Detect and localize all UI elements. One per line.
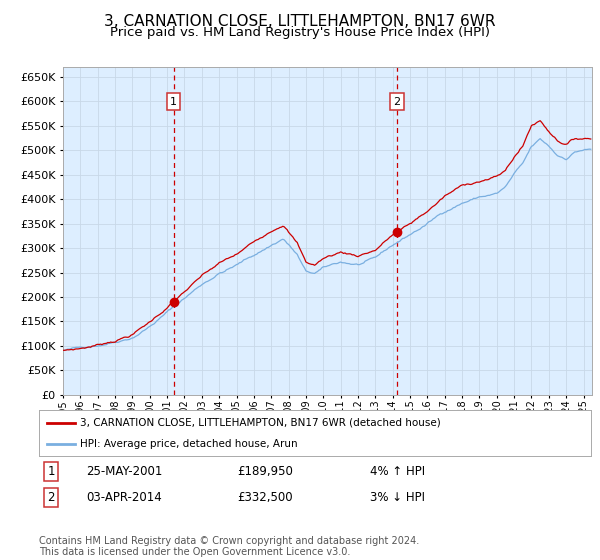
Text: £189,950: £189,950	[238, 465, 293, 478]
Text: 3, CARNATION CLOSE, LITTLEHAMPTON, BN17 6WR (detached house): 3, CARNATION CLOSE, LITTLEHAMPTON, BN17 …	[80, 418, 441, 428]
Text: Price paid vs. HM Land Registry's House Price Index (HPI): Price paid vs. HM Land Registry's House …	[110, 26, 490, 39]
Text: £332,500: £332,500	[238, 491, 293, 504]
Text: 25-MAY-2001: 25-MAY-2001	[86, 465, 162, 478]
Text: 1: 1	[170, 96, 177, 106]
Text: HPI: Average price, detached house, Arun: HPI: Average price, detached house, Arun	[80, 439, 298, 449]
Text: 1: 1	[47, 465, 55, 478]
Text: 3, CARNATION CLOSE, LITTLEHAMPTON, BN17 6WR: 3, CARNATION CLOSE, LITTLEHAMPTON, BN17 …	[104, 14, 496, 29]
Text: 2: 2	[394, 96, 401, 106]
Text: 3% ↓ HPI: 3% ↓ HPI	[370, 491, 425, 504]
Text: 03-APR-2014: 03-APR-2014	[86, 491, 161, 504]
Text: 4% ↑ HPI: 4% ↑ HPI	[370, 465, 425, 478]
Text: Contains HM Land Registry data © Crown copyright and database right 2024.
This d: Contains HM Land Registry data © Crown c…	[39, 535, 419, 557]
Text: 2: 2	[47, 491, 55, 504]
